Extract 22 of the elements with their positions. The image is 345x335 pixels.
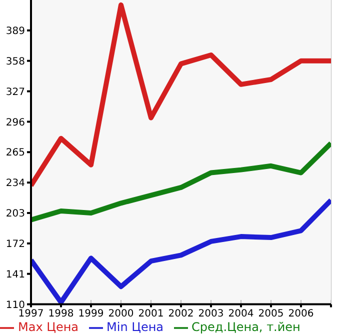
legend-label: Сред.Цена, т.йен xyxy=(192,320,300,334)
x-tick-label: 2004 xyxy=(228,308,254,320)
legend-label: Min Цена xyxy=(106,320,164,334)
y-tick-label: 141 xyxy=(6,269,25,280)
x-tick-label: 1998 xyxy=(48,308,74,320)
x-tick-label: 2005 xyxy=(258,308,284,320)
y-tick-label: 358 xyxy=(6,56,25,68)
x-tick-label: 2001 xyxy=(138,308,164,320)
x-tick-label: 1997 xyxy=(18,308,44,320)
x-tick-label: 2006 xyxy=(288,308,314,320)
x-tick-label: 1999 xyxy=(78,308,104,320)
legend-label: Max Цена xyxy=(18,320,79,334)
y-tick-label: 389 xyxy=(6,26,25,37)
x-tick-label: 2002 xyxy=(168,308,194,320)
y-tick-label: 234 xyxy=(6,178,25,190)
y-tick-label: 203 xyxy=(6,208,25,220)
x-tick-label: 2003 xyxy=(198,308,224,320)
y-tick-label: 296 xyxy=(6,117,25,128)
y-tick-label: 172 xyxy=(6,238,25,250)
y-tick-label: 327 xyxy=(6,86,25,98)
y-tick-label: 265 xyxy=(6,148,25,159)
x-tick-label: 2000 xyxy=(108,308,134,320)
